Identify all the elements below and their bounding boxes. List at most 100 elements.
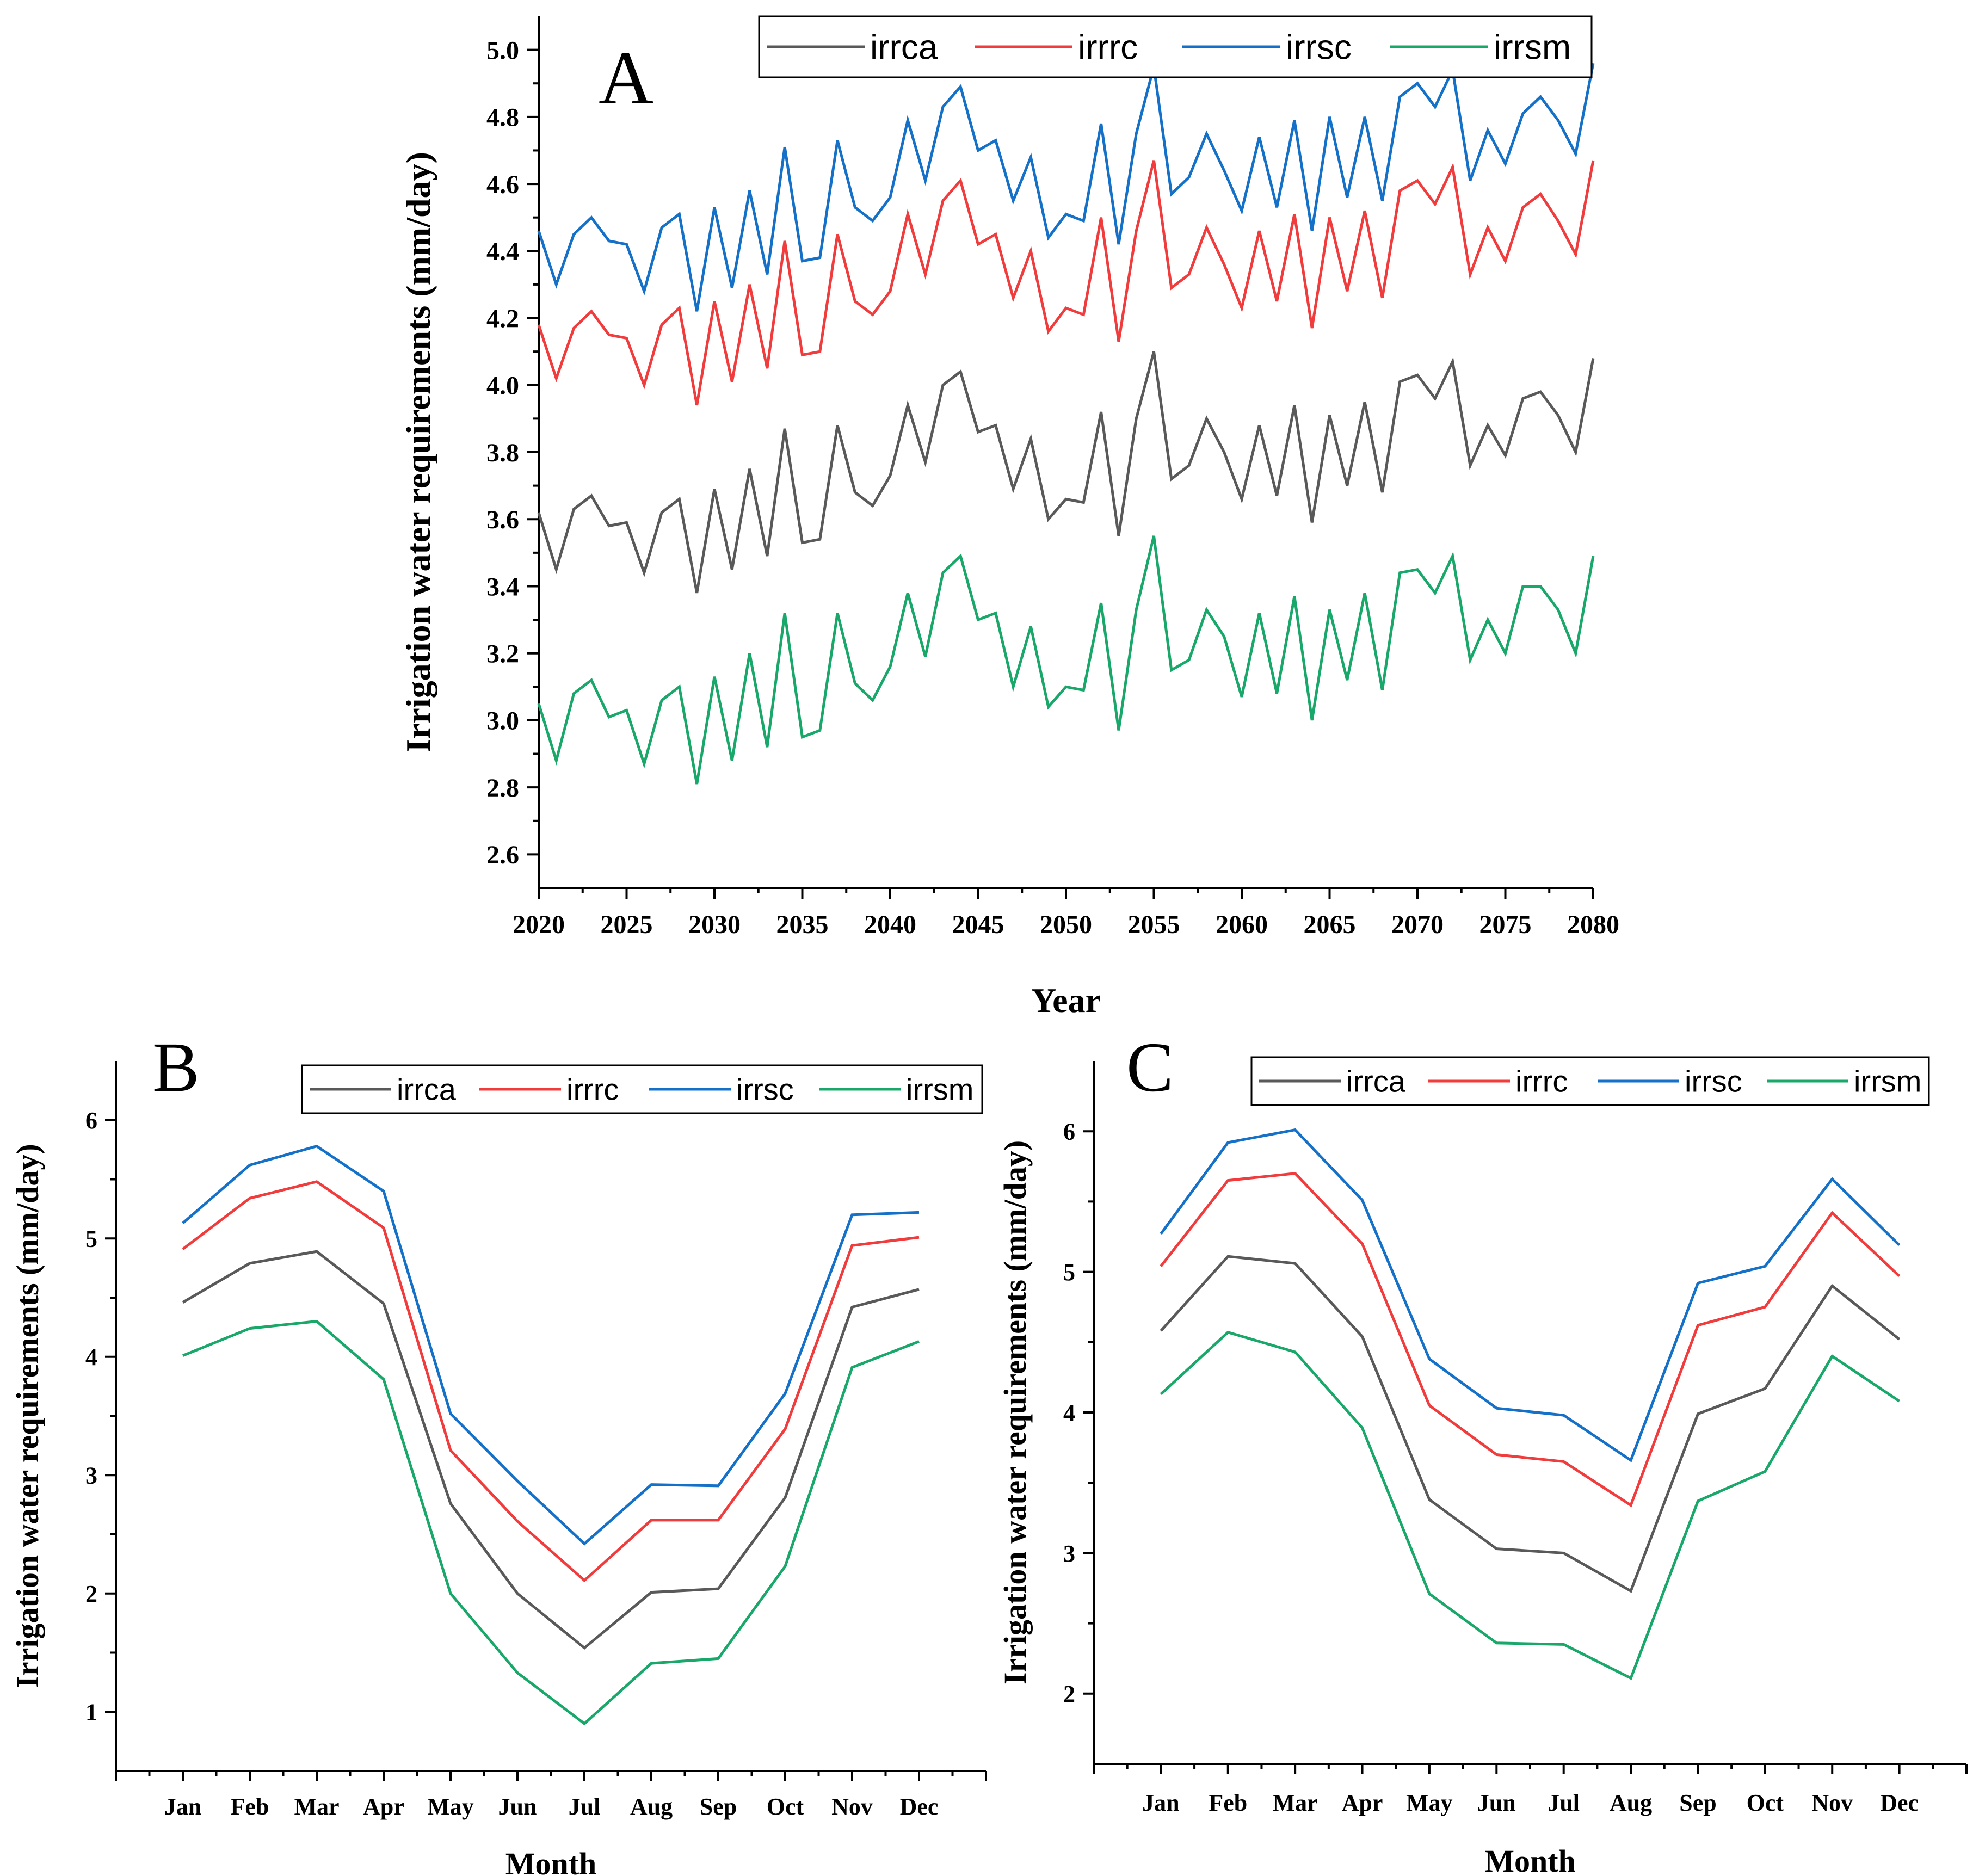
- x-tick-label: Jul: [1548, 1789, 1580, 1816]
- y-tick-label: 2: [85, 1581, 97, 1607]
- y-axis-title: Irrigation water requirements (mm/day): [10, 1144, 45, 1688]
- panel-letter: C: [1126, 1028, 1174, 1107]
- series-line-irrsm: [1160, 1330, 1900, 1680]
- series-line-irrsm: [182, 1319, 920, 1726]
- chart-panel-a: 2.6 2.8 3.0 3.2 3.4 3.6 3.8 4.0 4.2 4.4 4.6 4.8 5.0 2…: [399, 15, 1619, 1020]
- x-tick-label: Apr: [1342, 1789, 1383, 1816]
- x-tick-label: 2075: [1479, 910, 1532, 939]
- x-tick-label: Feb: [1209, 1789, 1247, 1816]
- legend-label-irrsc: irrsc: [1685, 1064, 1742, 1099]
- chart-panel-c: 2 3 4 5 6 Jan Feb Mar Apr May Jun Jul Aug Sep Oct Nov De…: [997, 1028, 1968, 1876]
- y-tick-label: 5: [1063, 1259, 1075, 1286]
- series-line-irrsc: [537, 63, 1595, 312]
- legend-label-irrsm: irrsm: [1854, 1064, 1921, 1099]
- x-tick-label: Jun: [498, 1793, 537, 1820]
- series-line-irrca: [182, 1250, 920, 1650]
- x-axis-title: Month: [505, 1846, 597, 1876]
- x-tick-label: 2035: [776, 910, 829, 939]
- legend-label-irrsc: irrsc: [736, 1072, 794, 1107]
- y-tick-label: 2: [1063, 1681, 1075, 1707]
- panel-letter: A: [599, 36, 653, 120]
- y-axis-title: Irrigation water requirements (mm/day): [399, 152, 437, 752]
- x-tick-label: Oct: [1747, 1789, 1784, 1816]
- x-tick-label: 2050: [1040, 910, 1092, 939]
- legend-label-irrrc: irrrc: [1515, 1064, 1568, 1099]
- y-tick-label: 4.2: [486, 304, 519, 333]
- y-tick-label: 5.0: [486, 36, 519, 65]
- x-tick-label: Feb: [231, 1793, 269, 1820]
- series-line-irrrc: [537, 160, 1595, 406]
- y-tick-label: 4: [85, 1344, 97, 1371]
- legend-label-irrrc: irrrc: [566, 1072, 619, 1107]
- x-tick-label: Jun: [1477, 1789, 1516, 1816]
- x-tick-label: Nov: [1811, 1789, 1853, 1816]
- y-tick-label: 3.0: [486, 707, 519, 736]
- y-tick-label: 4.6: [486, 170, 519, 199]
- x-tick-label: Sep: [1679, 1789, 1716, 1816]
- legend-label-irrca: irrca: [1346, 1064, 1406, 1099]
- series-line-irrrc: [182, 1180, 920, 1583]
- x-tick-label: Nov: [831, 1793, 873, 1820]
- legend-label-irrrc: irrrc: [1078, 27, 1138, 66]
- legend-label-irrsm: irrsm: [1494, 27, 1571, 66]
- x-tick-label: Oct: [767, 1793, 804, 1820]
- x-tick-label: 2045: [952, 910, 1004, 939]
- y-tick-label: 3.8: [486, 439, 519, 467]
- y-tick-label: 5: [85, 1226, 97, 1252]
- x-tick-label: 2040: [864, 910, 916, 939]
- x-tick-label: Jan: [164, 1793, 201, 1820]
- x-tick-label: 2065: [1304, 910, 1356, 939]
- x-tick-label: 2030: [688, 910, 741, 939]
- chart-panel-b: 1 2 3 4 5 6 Jan Feb Mar Apr May Jun Jul Aug Sep Oct Nov D…: [10, 1028, 987, 1876]
- x-tick-label: Dec: [1880, 1789, 1919, 1816]
- x-tick-label: Sep: [700, 1793, 737, 1820]
- y-tick-label: 4.8: [486, 103, 519, 132]
- series-line-irrsm: [537, 535, 1595, 785]
- y-tick-label: 6: [85, 1107, 97, 1134]
- legend: irrca irrrc irrsc irrsm: [301, 1064, 983, 1114]
- x-tick-label: Jan: [1142, 1789, 1179, 1816]
- legend-label-irrsm: irrsm: [906, 1072, 973, 1107]
- legend: irrca irrrc irrsc irrsm: [1250, 1056, 1930, 1106]
- x-tick-label: Aug: [630, 1793, 673, 1820]
- y-tick-label: 3: [85, 1462, 97, 1489]
- x-tick-label: 2025: [601, 910, 653, 939]
- y-tick-label: 3.6: [486, 505, 519, 534]
- y-axis-title: Irrigation water requirements (mm/day): [997, 1140, 1033, 1684]
- y-tick-label: 3.2: [486, 639, 519, 668]
- x-tick-label: 2080: [1567, 910, 1619, 939]
- series-line-irrca: [1160, 1255, 1901, 1593]
- x-tick-label: 2060: [1216, 910, 1268, 939]
- panel-letter: B: [152, 1028, 200, 1107]
- y-tick-label: 2.8: [486, 774, 519, 803]
- series-line-irrrc: [1160, 1172, 1901, 1508]
- legend-label-irrca: irrca: [870, 27, 938, 66]
- legend-label-irrsc: irrsc: [1286, 27, 1352, 66]
- x-tick-label: Aug: [1610, 1789, 1652, 1816]
- x-axis-title: Month: [1484, 1843, 1576, 1876]
- x-tick-label: 2055: [1128, 910, 1180, 939]
- x-tick-label: May: [1406, 1789, 1453, 1816]
- y-tick-label: 4: [1063, 1399, 1075, 1426]
- x-tick-label: Mar: [1273, 1789, 1318, 1816]
- y-tick-label: 4.0: [486, 372, 519, 400]
- y-tick-label: 6: [1063, 1119, 1075, 1145]
- y-tick-label: 2.6: [486, 841, 519, 869]
- x-tick-label: 2070: [1391, 910, 1444, 939]
- x-tick-label: Apr: [363, 1793, 404, 1820]
- legend-label-irrca: irrca: [397, 1072, 457, 1107]
- legend: irrca irrrc irrsc irrsm: [758, 15, 1593, 78]
- x-tick-label: Jul: [569, 1793, 601, 1820]
- series-line-irrsc: [182, 1144, 920, 1546]
- y-tick-label: 3.4: [486, 572, 519, 601]
- x-tick-label: 2020: [513, 910, 565, 939]
- x-tick-label: Dec: [900, 1793, 939, 1820]
- x-tick-label: May: [427, 1793, 474, 1820]
- y-tick-label: 1: [85, 1699, 97, 1726]
- series-line-irrsc: [1160, 1128, 1901, 1462]
- x-tick-label: Mar: [294, 1793, 339, 1820]
- y-tick-label: 3: [1063, 1540, 1075, 1567]
- series-line-irrca: [537, 351, 1595, 594]
- x-axis-title: Year: [1031, 981, 1101, 1020]
